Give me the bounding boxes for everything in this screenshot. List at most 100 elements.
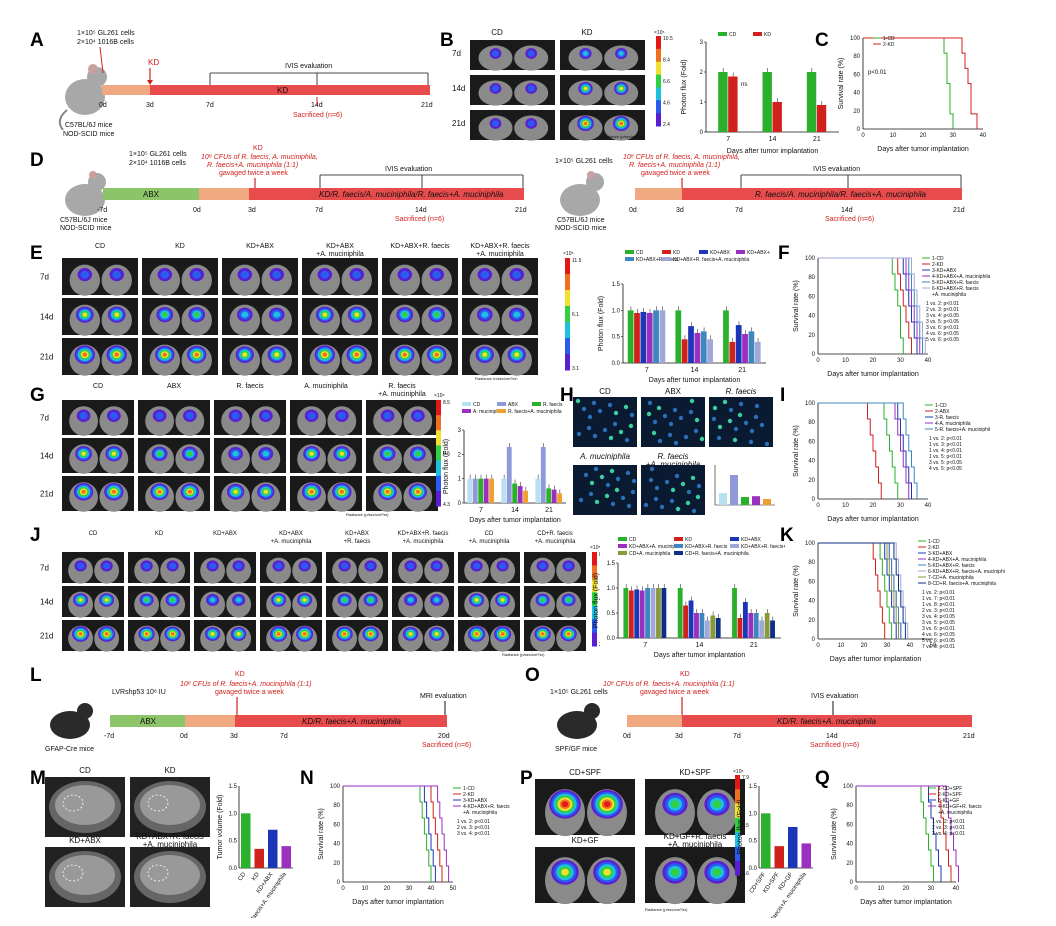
- ivis-signal: [267, 346, 286, 363]
- panel-label-g: G: [30, 385, 45, 406]
- ivis-tile: [535, 847, 635, 905]
- colorbar-segment: [565, 306, 570, 323]
- bar: [512, 483, 518, 503]
- x-tick-label: 14: [769, 136, 777, 143]
- ivis-tile: [138, 476, 210, 512]
- x-tick-label: 30: [950, 133, 957, 139]
- bar: [762, 72, 772, 132]
- legend-swatch: [718, 32, 727, 36]
- svg-text:14d: 14d: [311, 102, 323, 109]
- stat-text: 3 vs. 4: p<0.05: [922, 614, 955, 620]
- bar: [517, 485, 523, 503]
- colorbar-segment: [436, 400, 441, 416]
- ivis-signal: [397, 268, 413, 282]
- survival-curve: [818, 402, 882, 499]
- ivis-signal-layer: [114, 352, 120, 357]
- ivis-signal-layer: [276, 632, 281, 636]
- row-label: 7d: [452, 49, 461, 58]
- ivis-tile: [260, 586, 322, 618]
- ivis-signal: [489, 48, 502, 59]
- colorbar-segment: [656, 87, 661, 101]
- svg-text:21d: 21d: [515, 207, 527, 214]
- ivis-signal: [577, 115, 594, 132]
- stained-cell: [659, 504, 665, 510]
- bar: [675, 310, 682, 363]
- y-tick-label: 40: [853, 91, 860, 97]
- bar: [254, 848, 264, 868]
- bar: [683, 605, 689, 638]
- mouse-icon: [50, 703, 93, 739]
- x-tick-label: 20: [903, 886, 910, 892]
- ivis-signal-layer: [434, 632, 439, 636]
- x-tick-label: 20: [920, 133, 927, 139]
- y-axis-label: Survival rate (%): [831, 808, 838, 860]
- bar: [748, 613, 754, 638]
- y-tick-label: 20: [333, 861, 340, 867]
- ivis-signal: [237, 307, 253, 322]
- x-tick-label: 0: [854, 886, 858, 892]
- colorbar-segment: [735, 803, 740, 819]
- ivis-signal-layer: [160, 270, 170, 279]
- colorbar-segment: [735, 846, 740, 862]
- row-label: 14d: [40, 313, 53, 322]
- ivis-signal: [104, 482, 124, 501]
- y-axis-label: Photon flux (Fold): [593, 573, 600, 628]
- group-label: CD: [485, 531, 494, 537]
- ivis-signal: [662, 860, 688, 884]
- stained-cell: [696, 483, 702, 489]
- ivis-signal: [303, 446, 320, 462]
- ivis-signal-layer: [406, 562, 415, 570]
- legend-swatch: [674, 551, 683, 555]
- y-tick-label: 3: [700, 40, 704, 46]
- stained-cell: [717, 424, 723, 430]
- ivis-tile: [62, 298, 138, 336]
- stat-text: 3 vs. 4: p<0.01: [457, 831, 490, 837]
- bar: [656, 588, 661, 638]
- ivis-signal: [489, 83, 502, 94]
- panel-b-chart: 0 1 2 3 Photon flux (Fold) Days after tumor i…: [681, 32, 839, 155]
- row-label: 14d: [40, 452, 53, 461]
- bar: [737, 618, 743, 638]
- legend-entry: KD: [764, 32, 771, 38]
- group-label: KD+ABX+R. faecis: [398, 531, 449, 537]
- group-label: ABX: [665, 387, 682, 396]
- group-label: CD: [93, 383, 103, 390]
- stat-text: 3 vs. 6: p<0.01: [926, 325, 959, 331]
- stained-cell: [597, 408, 603, 414]
- stat-text: 1 vs. 2: p<0.01: [926, 301, 959, 307]
- ivis-signal: [107, 306, 126, 323]
- ivis-signal-layer: [300, 562, 309, 570]
- stained-cell: [591, 400, 597, 406]
- bar: [489, 478, 494, 503]
- ivis-signal-layer: [352, 270, 362, 279]
- svg-text:Sacrificed (n=6): Sacrificed (n=6): [825, 216, 874, 223]
- svg-text:gavaged twice a week: gavaged twice a week: [641, 170, 710, 177]
- panel-g-chart: 0 1 2 3 Photon flux (Fold) Days after tumor i…: [443, 402, 566, 524]
- stained-cell: [656, 405, 662, 411]
- svg-text:Sacrificed (n=6): Sacrificed (n=6): [395, 216, 444, 223]
- group-label: A. muciniphila: [579, 452, 630, 461]
- y-tick-label: 0.5: [612, 335, 621, 341]
- ivis-tile: [382, 258, 458, 296]
- ivis-signal-layer: [210, 632, 215, 636]
- svg-text:KD: KD: [253, 145, 263, 152]
- ivis-signal-layer: [432, 270, 442, 279]
- stained-cell: [583, 472, 589, 478]
- stained-cell: [693, 428, 699, 434]
- ivis-signal-layer: [618, 51, 624, 56]
- svg-text:2×10⁴ 1016B cells: 2×10⁴ 1016B cells: [129, 160, 186, 167]
- svg-text:LVRshp53 10⁸ IU: LVRshp53 10⁸ IU: [112, 689, 166, 696]
- x-tick-label: 40: [980, 133, 987, 139]
- bar: [710, 615, 716, 638]
- ivis-signal-layer: [407, 597, 414, 603]
- x-axis-label: Days after tumor implantation: [827, 371, 919, 378]
- colorbar-segment: [592, 565, 597, 580]
- svg-text:1×10⁵ GL261 cells: 1×10⁵ GL261 cells: [555, 158, 613, 165]
- x-tick-label: 40: [925, 358, 932, 364]
- ivis-signal-layer: [78, 632, 83, 636]
- ivis-signal: [100, 560, 113, 572]
- colorbar-tick: 8.4: [663, 58, 670, 64]
- ivis-tile: [535, 779, 635, 837]
- ivis-signal: [232, 594, 246, 606]
- colorbar-tick: 4.3: [443, 502, 450, 508]
